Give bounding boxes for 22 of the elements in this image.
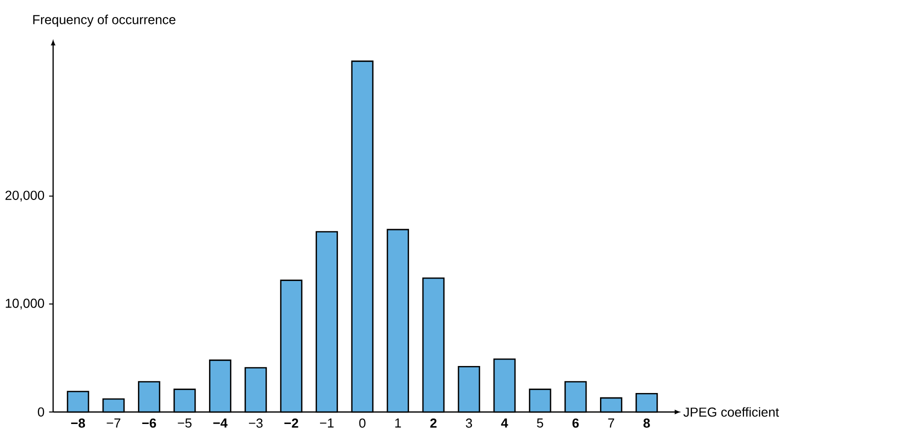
x-tick-label: 2	[430, 418, 437, 428]
x-tick-label: 5	[536, 418, 544, 428]
x-axis-title: JPEG coefficient	[683, 407, 779, 417]
x-tick-label: 0	[359, 418, 366, 428]
x-tick-label: 4	[501, 418, 508, 428]
x-tick-label: −6	[142, 418, 156, 428]
x-tick-label: −7	[106, 418, 120, 428]
x-tick-label: 3	[466, 418, 472, 428]
x-tick-label: −1	[320, 418, 334, 428]
x-tick-label: −8	[71, 418, 86, 428]
x-tick-label: −2	[284, 418, 298, 428]
x-tick-label: −5	[178, 418, 192, 428]
x-tick-label: −3	[248, 418, 263, 428]
x-tick-label: 6	[572, 418, 579, 428]
x-tick-label: 1	[395, 418, 401, 428]
x-tick-label: 8	[643, 418, 650, 428]
y-tick-label: 0	[38, 407, 44, 417]
y-tick-label: 10,000	[6, 298, 44, 310]
y-axis-title: Frequency of occurrence	[33, 14, 176, 27]
x-tick-label: 7	[608, 418, 614, 428]
x-tick-label: −4	[213, 418, 228, 428]
y-tick-label: 20,000	[5, 190, 44, 202]
